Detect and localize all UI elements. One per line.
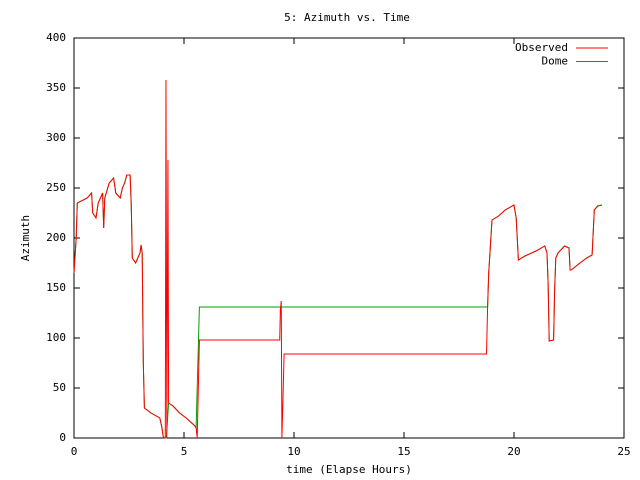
- y-tick-label: 200: [46, 231, 66, 244]
- legend-label: Dome: [542, 55, 569, 68]
- x-axis-label: time (Elapse Hours): [286, 463, 412, 476]
- legend-label: Observed: [515, 41, 568, 54]
- x-tick-label: 20: [507, 445, 520, 458]
- x-tick-label: 25: [617, 445, 630, 458]
- series-line: [73, 174, 603, 439]
- y-tick-label: 250: [46, 181, 66, 194]
- x-tick-label: 15: [397, 445, 410, 458]
- y-tick-label: 100: [46, 331, 66, 344]
- x-tick-label: 0: [71, 445, 78, 458]
- y-tick-label: 350: [46, 81, 66, 94]
- plot-frame: [73, 37, 625, 439]
- series-line: [73, 79, 603, 439]
- x-tick-label: 5: [181, 445, 188, 458]
- y-tick-label: 0: [59, 431, 66, 444]
- y-tick-label: 50: [53, 381, 66, 394]
- y-tick-label: 300: [46, 131, 66, 144]
- y-tick-label: 400: [46, 31, 66, 44]
- x-tick-label: 10: [287, 445, 300, 458]
- y-axis-label: Azimuth: [19, 215, 32, 261]
- chart-title: 5: Azimuth vs. Time: [284, 11, 410, 24]
- y-tick-label: 150: [46, 281, 66, 294]
